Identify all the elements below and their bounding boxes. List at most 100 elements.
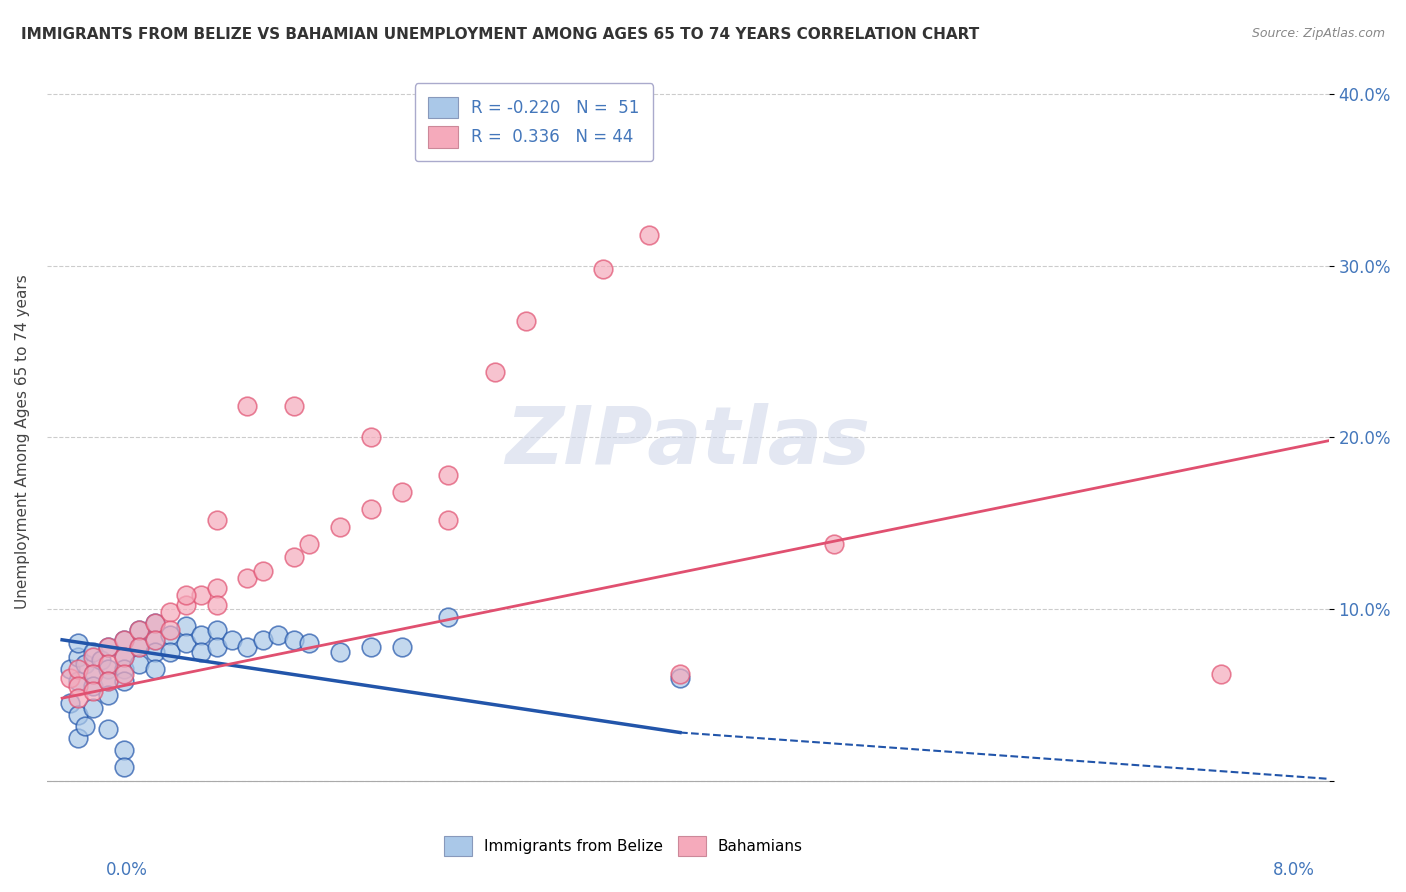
Point: [97, 640, 120, 654]
Point: [159, 605, 181, 619]
Point: [112, 632, 135, 647]
Point: [82, 645, 104, 659]
Text: IMMIGRANTS FROM BELIZE VS BAHAMIAN UNEMPLOYMENT AMONG AGES 65 TO 74 YEARS CORREL: IMMIGRANTS FROM BELIZE VS BAHAMIAN UNEMP…: [21, 27, 980, 42]
Text: 0.0%: 0.0%: [105, 861, 148, 879]
Point: [592, 262, 614, 277]
Point: [66, 662, 89, 676]
Point: [824, 537, 846, 551]
Point: [66, 731, 89, 745]
Point: [97, 657, 120, 671]
Point: [112, 650, 135, 665]
Point: [75, 718, 97, 732]
Point: [205, 640, 228, 654]
Point: [283, 400, 305, 414]
Point: [360, 640, 382, 654]
Point: [82, 667, 104, 681]
Text: ZIPatlas: ZIPatlas: [505, 402, 870, 481]
Point: [190, 588, 212, 602]
Point: [97, 673, 120, 688]
Point: [66, 673, 89, 688]
Point: [267, 627, 290, 641]
Point: [221, 632, 243, 647]
Text: 8.0%: 8.0%: [1272, 861, 1315, 879]
Point: [112, 662, 135, 676]
Point: [669, 671, 692, 685]
Point: [391, 640, 413, 654]
Point: [66, 691, 89, 706]
Point: [112, 760, 135, 774]
Point: [283, 632, 305, 647]
Point: [82, 650, 104, 665]
Point: [437, 610, 460, 624]
Point: [437, 513, 460, 527]
Point: [329, 645, 352, 659]
Point: [360, 502, 382, 516]
Legend: R = -0.220   N =  51, R =  0.336   N = 44: R = -0.220 N = 51, R = 0.336 N = 44: [415, 83, 652, 161]
Point: [298, 636, 321, 650]
Point: [205, 582, 228, 596]
Point: [252, 632, 274, 647]
Point: [66, 650, 89, 665]
Point: [82, 701, 104, 715]
Point: [236, 571, 259, 585]
Point: [128, 623, 150, 637]
Point: [82, 684, 104, 698]
Point: [174, 588, 197, 602]
Point: [360, 430, 382, 444]
Point: [97, 662, 120, 676]
Point: [82, 679, 104, 693]
Point: [484, 365, 506, 379]
Point: [128, 623, 150, 637]
Point: [143, 645, 166, 659]
Point: [515, 313, 537, 327]
Point: [159, 623, 181, 637]
Point: [97, 640, 120, 654]
Point: [205, 623, 228, 637]
Point: [59, 696, 82, 710]
Point: [97, 688, 120, 702]
Point: [638, 227, 661, 242]
Point: [66, 636, 89, 650]
Point: [391, 485, 413, 500]
Point: [236, 640, 259, 654]
Point: [190, 645, 212, 659]
Point: [283, 550, 305, 565]
Point: [97, 673, 120, 688]
Point: [112, 742, 135, 756]
Point: [190, 627, 212, 641]
Point: [669, 667, 692, 681]
Point: [128, 640, 150, 654]
Point: [59, 662, 82, 676]
Point: [236, 400, 259, 414]
Point: [143, 615, 166, 630]
Y-axis label: Unemployment Among Ages 65 to 74 years: Unemployment Among Ages 65 to 74 years: [15, 274, 30, 609]
Point: [159, 627, 181, 641]
Point: [437, 468, 460, 483]
Point: [174, 636, 197, 650]
Point: [174, 619, 197, 633]
Text: Source: ZipAtlas.com: Source: ZipAtlas.com: [1251, 27, 1385, 40]
Point: [59, 671, 82, 685]
Point: [205, 599, 228, 613]
Point: [252, 564, 274, 578]
Point: [159, 645, 181, 659]
Point: [1209, 667, 1232, 681]
Point: [205, 513, 228, 527]
Point: [329, 519, 352, 533]
Point: [143, 632, 166, 647]
Point: [143, 662, 166, 676]
Point: [82, 667, 104, 681]
Point: [112, 667, 135, 681]
Point: [97, 722, 120, 736]
Point: [90, 653, 112, 667]
Point: [298, 537, 321, 551]
Point: [66, 708, 89, 723]
Point: [128, 657, 150, 671]
Point: [75, 657, 97, 671]
Point: [174, 599, 197, 613]
Point: [66, 679, 89, 693]
Point: [128, 640, 150, 654]
Point: [143, 615, 166, 630]
Point: [112, 673, 135, 688]
Point: [143, 632, 166, 647]
